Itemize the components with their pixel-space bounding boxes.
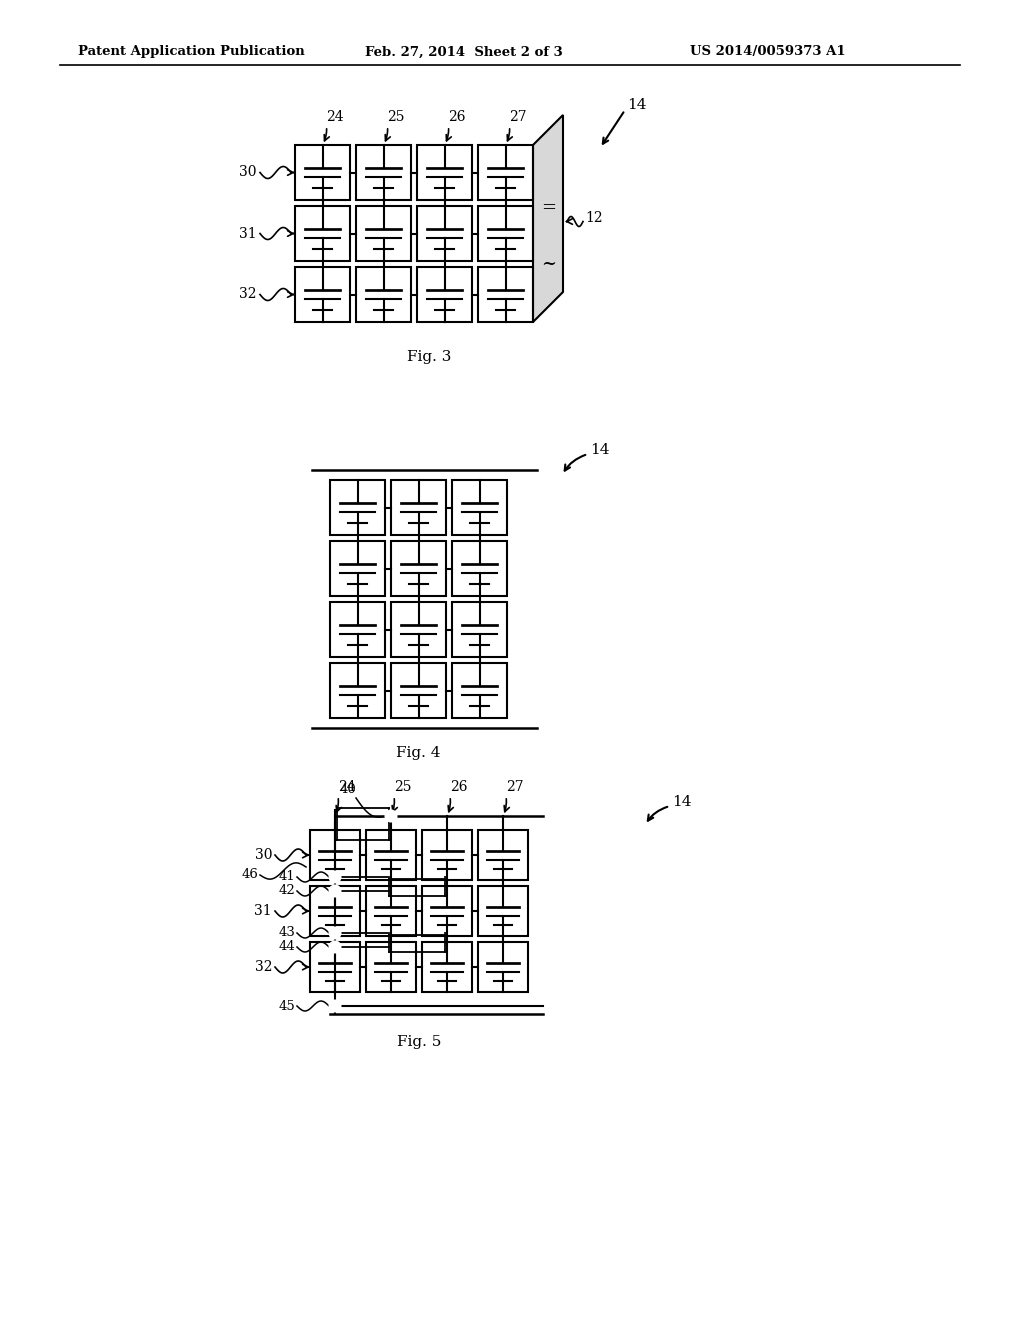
Bar [422, 942, 472, 993]
Text: 27: 27 [506, 780, 523, 795]
Bar [478, 206, 534, 261]
Bar [478, 267, 534, 322]
Text: 24: 24 [327, 110, 344, 124]
Bar [478, 145, 534, 201]
Text: Fig. 3: Fig. 3 [407, 350, 452, 364]
Text: 31: 31 [254, 904, 272, 917]
Bar [452, 541, 507, 597]
Bar [295, 206, 350, 261]
Bar [356, 206, 411, 261]
Text: 46: 46 [241, 869, 258, 882]
Bar [452, 663, 507, 718]
Text: 27: 27 [510, 110, 527, 124]
Text: 43: 43 [279, 927, 295, 940]
Bar [356, 145, 411, 201]
Bar [417, 267, 472, 322]
Text: 26: 26 [450, 780, 468, 795]
Text: 25: 25 [394, 780, 412, 795]
Bar [422, 886, 472, 936]
Text: 14: 14 [590, 444, 609, 457]
Text: 41: 41 [279, 870, 295, 883]
Circle shape [385, 810, 396, 821]
Text: 14: 14 [672, 795, 691, 809]
Circle shape [330, 871, 341, 883]
Bar [478, 886, 528, 936]
Text: 25: 25 [387, 110, 406, 124]
Bar [452, 602, 507, 657]
Text: 24: 24 [338, 780, 355, 795]
Bar [478, 942, 528, 993]
Bar [366, 886, 416, 936]
Text: =: = [542, 199, 556, 218]
Bar [417, 145, 472, 201]
Bar [310, 886, 360, 936]
Text: 26: 26 [449, 110, 466, 124]
Circle shape [330, 886, 341, 896]
Bar [391, 541, 446, 597]
Text: 42: 42 [279, 884, 295, 898]
Text: 40: 40 [339, 783, 356, 796]
Circle shape [330, 1001, 341, 1011]
Bar [295, 145, 350, 201]
Bar [356, 267, 411, 322]
Circle shape [330, 941, 341, 953]
Text: 31: 31 [240, 227, 257, 240]
Bar [330, 541, 385, 597]
Bar [478, 830, 528, 880]
Text: Patent Application Publication: Patent Application Publication [78, 45, 305, 58]
Polygon shape [534, 115, 563, 322]
Bar [310, 830, 360, 880]
Bar [391, 663, 446, 718]
Text: 14: 14 [627, 98, 646, 112]
Text: 32: 32 [240, 288, 257, 301]
Bar [330, 480, 385, 535]
Bar [330, 602, 385, 657]
Text: 44: 44 [279, 940, 295, 953]
Text: ~: ~ [542, 255, 556, 272]
Text: Fig. 5: Fig. 5 [397, 1035, 441, 1049]
Text: 12: 12 [585, 211, 603, 226]
Bar [295, 267, 350, 322]
Bar [422, 830, 472, 880]
Bar [391, 480, 446, 535]
Text: US 2014/0059373 A1: US 2014/0059373 A1 [690, 45, 846, 58]
Text: 45: 45 [279, 999, 295, 1012]
Bar [366, 830, 416, 880]
Text: Fig. 4: Fig. 4 [396, 746, 440, 760]
Text: 30: 30 [255, 847, 272, 862]
Text: 30: 30 [240, 165, 257, 180]
Circle shape [330, 928, 341, 939]
Bar [330, 663, 385, 718]
Bar [310, 942, 360, 993]
Bar [391, 602, 446, 657]
Bar [417, 206, 472, 261]
Bar [452, 480, 507, 535]
Text: Feb. 27, 2014  Sheet 2 of 3: Feb. 27, 2014 Sheet 2 of 3 [365, 45, 563, 58]
Bar [366, 942, 416, 993]
Text: 32: 32 [255, 960, 272, 974]
